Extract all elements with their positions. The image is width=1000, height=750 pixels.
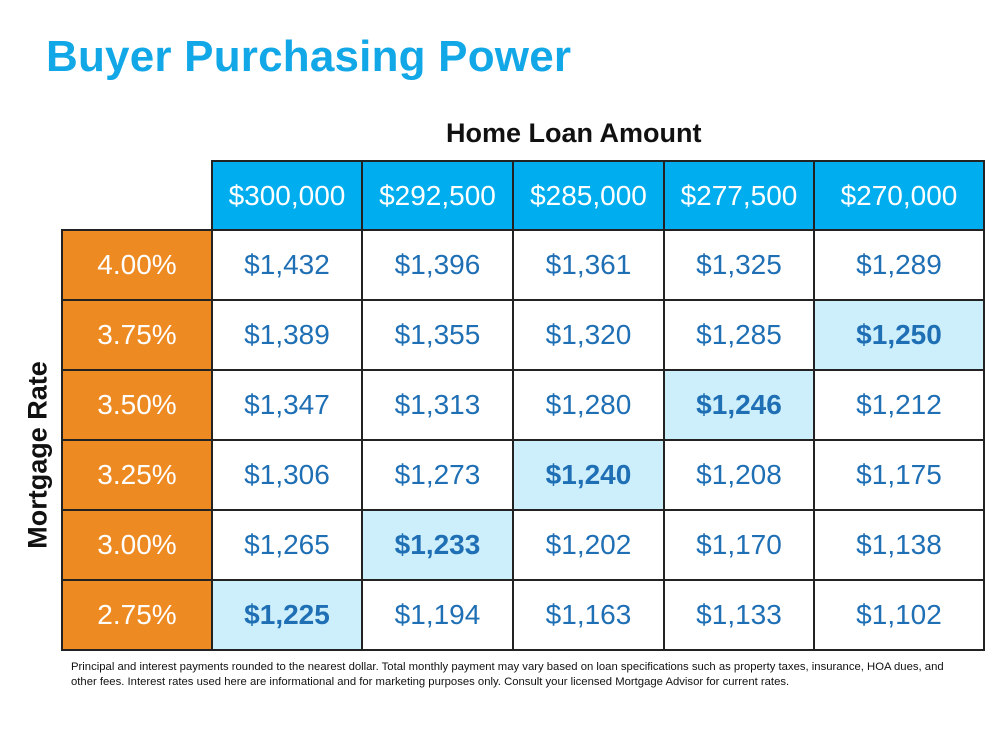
header-row: $300,000 $292,500 $285,000 $277,500 $270,000 (62, 160, 985, 231)
page-title: Buyer Purchasing Power (46, 32, 572, 81)
corner-cell (62, 161, 212, 231)
payment-cell: $1,325 (663, 229, 815, 301)
payment-cell: $1,265 (211, 509, 363, 581)
payment-cell: $1,361 (512, 229, 665, 301)
column-axis-label: Home Loan Amount (446, 118, 702, 148)
table-row: 3.25% $1,306 $1,273 $1,240 $1,208 $1,175 (61, 439, 985, 511)
payment-cell: $1,202 (512, 509, 665, 581)
payment-cell: $1,194 (361, 579, 514, 651)
loan-amount-header: $270,000 (813, 160, 985, 231)
payment-cell: $1,212 (813, 369, 985, 441)
payment-cell: $1,306 (211, 439, 363, 511)
highlighted-payment-cell: $1,240 (512, 439, 665, 511)
payment-cell: $1,389 (211, 299, 363, 371)
payment-cell: $1,208 (663, 439, 815, 511)
payment-cell: $1,133 (663, 579, 815, 651)
rate-cell: 2.75% (61, 579, 213, 651)
rate-cell: 3.75% (61, 299, 213, 371)
payment-cell: $1,320 (512, 299, 665, 371)
table-row: 2.75% $1,225 $1,194 $1,163 $1,133 $1,102 (61, 579, 985, 651)
payment-cell: $1,432 (211, 229, 363, 301)
table-row: 3.00% $1,265 $1,233 $1,202 $1,170 $1,138 (61, 509, 985, 581)
loan-amount-header: $300,000 (211, 160, 363, 231)
payment-cell: $1,170 (663, 509, 815, 581)
payment-cell: $1,163 (512, 579, 665, 651)
payment-cell: $1,313 (361, 369, 514, 441)
payment-cell: $1,355 (361, 299, 514, 371)
payment-cell: $1,138 (813, 509, 985, 581)
payment-cell: $1,347 (211, 369, 363, 441)
rate-cell: 4.00% (61, 229, 213, 301)
loan-amount-header: $277,500 (663, 160, 815, 231)
payment-cell: $1,285 (663, 299, 815, 371)
payment-cell: $1,273 (361, 439, 514, 511)
loan-amount-header: $285,000 (512, 160, 665, 231)
payment-cell: $1,289 (813, 229, 985, 301)
rate-cell: 3.50% (61, 369, 213, 441)
row-axis-label: Mortgage Rate (22, 361, 53, 549)
highlighted-payment-cell: $1,246 (663, 369, 815, 441)
payment-cell: $1,175 (813, 439, 985, 511)
rate-cell: 3.00% (61, 509, 213, 581)
payment-cell: $1,396 (361, 229, 514, 301)
table-row: 3.50% $1,347 $1,313 $1,280 $1,246 $1,212 (61, 369, 985, 441)
footnote: Principal and interest payments rounded … (71, 661, 944, 688)
highlighted-payment-cell: $1,225 (211, 579, 363, 651)
rate-cell: 3.25% (61, 439, 213, 511)
payment-cell: $1,280 (512, 369, 665, 441)
payment-table: $300,000 $292,500 $285,000 $277,500 $270,000… (61, 160, 985, 651)
table-row: 4.00% $1,432 $1,396 $1,361 $1,325 $1,289 (61, 229, 985, 301)
table-row: 3.75% $1,389 $1,355 $1,320 $1,285 $1,250 (61, 299, 985, 371)
highlighted-payment-cell: $1,233 (361, 509, 514, 581)
highlighted-payment-cell: $1,250 (813, 299, 985, 371)
loan-amount-header: $292,500 (361, 160, 514, 231)
payment-cell: $1,102 (813, 579, 985, 651)
